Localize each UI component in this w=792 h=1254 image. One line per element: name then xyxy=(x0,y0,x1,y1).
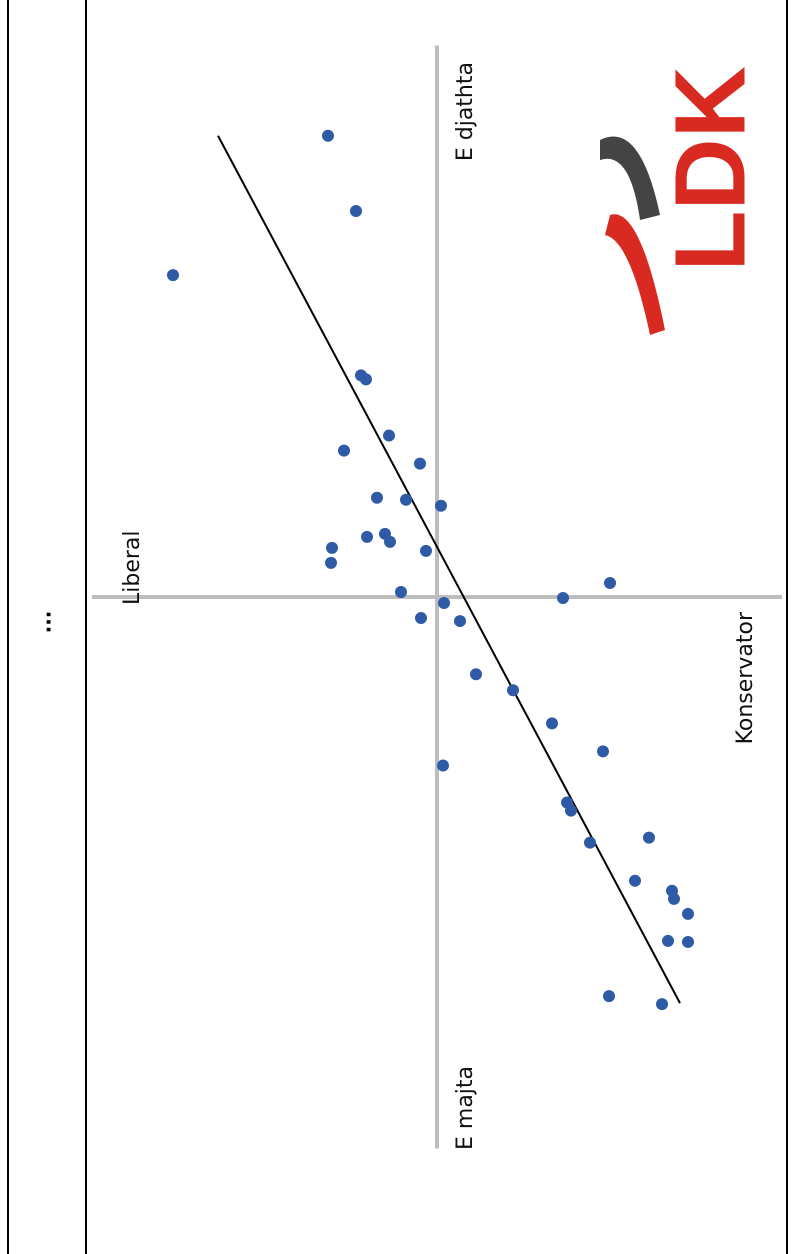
point xyxy=(470,668,482,681)
point xyxy=(662,934,674,947)
point xyxy=(360,373,372,386)
point xyxy=(435,499,447,512)
point xyxy=(454,615,466,628)
logo: LDK xyxy=(654,66,766,272)
point xyxy=(414,457,426,470)
axis-label: Konservator xyxy=(733,611,758,744)
point xyxy=(361,530,373,543)
point xyxy=(395,585,407,598)
point xyxy=(167,269,179,282)
point xyxy=(597,745,609,758)
point xyxy=(643,831,655,844)
point xyxy=(326,541,338,554)
point xyxy=(682,935,694,948)
point xyxy=(371,491,383,504)
trend-line xyxy=(217,135,681,1004)
axis-label: Liberal xyxy=(120,530,145,605)
point xyxy=(322,129,334,142)
point xyxy=(668,892,680,905)
axis-label: E djathta xyxy=(453,62,478,161)
point xyxy=(383,429,395,442)
point xyxy=(682,907,694,920)
ellipsis[interactable]: ... xyxy=(32,611,56,634)
logo-swoosh xyxy=(605,214,665,335)
point xyxy=(415,612,427,625)
axis-label: E majta xyxy=(453,1066,478,1150)
point xyxy=(656,998,668,1011)
point xyxy=(400,493,412,506)
point xyxy=(384,535,396,548)
point xyxy=(338,444,350,457)
point xyxy=(603,990,615,1003)
point xyxy=(350,204,362,217)
point xyxy=(557,592,569,605)
point xyxy=(629,874,641,887)
point xyxy=(604,576,616,589)
point xyxy=(325,556,337,569)
point xyxy=(438,597,450,610)
point xyxy=(546,717,558,730)
point xyxy=(584,836,596,849)
point xyxy=(565,804,577,817)
logo-swoosh xyxy=(600,136,660,220)
point xyxy=(507,684,519,697)
point xyxy=(420,544,432,557)
point xyxy=(437,759,449,772)
